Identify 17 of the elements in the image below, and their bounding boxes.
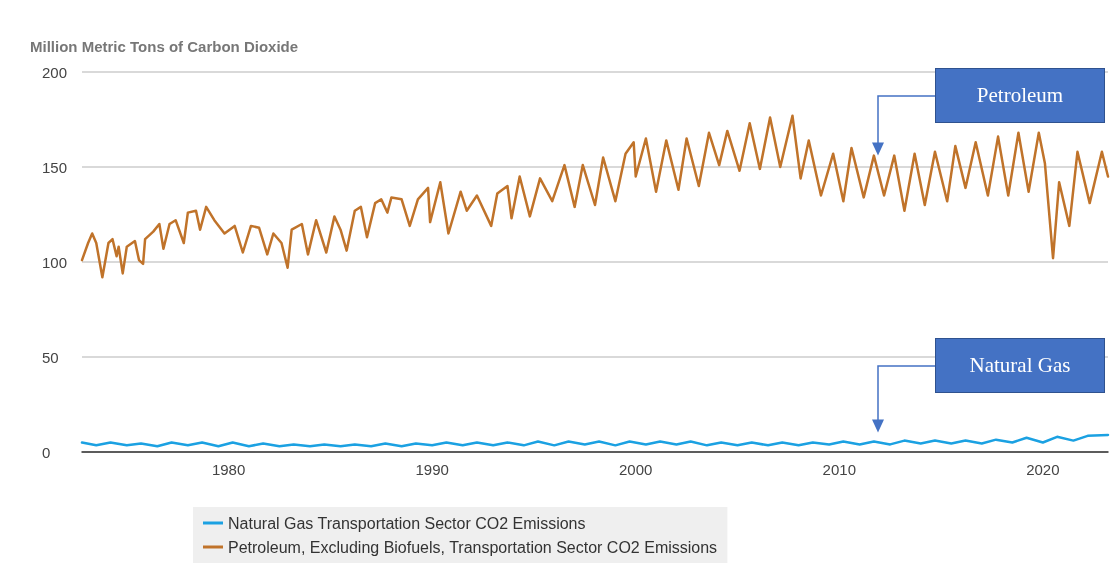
y-tick-label: 150	[42, 158, 68, 176]
line-series	[80, 433, 1110, 448]
legend-label: Natural Gas Transportation Sector CO2 Emissions	[228, 514, 586, 532]
x-tick-label: 2000	[619, 461, 653, 478]
line-series	[80, 114, 1110, 279]
x-tick-label: 1990	[415, 461, 449, 478]
y-axis-title: Million Metric Tons of Carbon Dioxide	[30, 38, 299, 55]
y-tick-label: 100	[42, 253, 68, 271]
callout-box: Natural Gas	[935, 338, 1105, 393]
x-tick-label: 2020	[1026, 461, 1060, 478]
y-tick-label: 50	[42, 348, 59, 366]
y-tick-label: 0	[42, 443, 51, 461]
x-tick-label: 2010	[822, 461, 856, 478]
legend-label: Petroleum, Excluding Biofuels, Transportation Sector CO2 Emissions	[228, 538, 718, 556]
x-tick-label: 1980	[211, 461, 246, 478]
callout-box: Petroleum	[935, 68, 1105, 123]
y-tick-label: 200	[42, 63, 68, 81]
